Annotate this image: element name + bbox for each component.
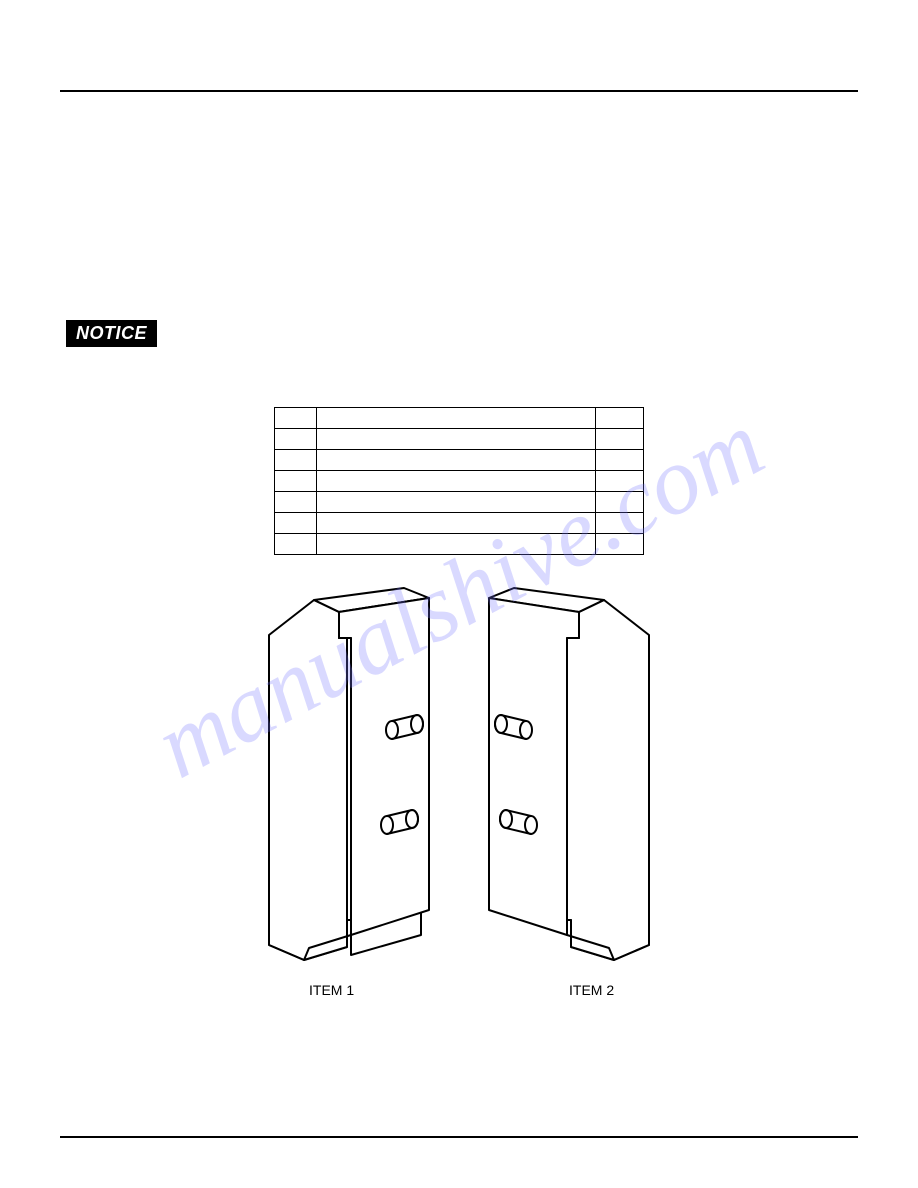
header-rule bbox=[60, 90, 858, 92]
table-row bbox=[275, 513, 644, 534]
figure: ITEM 1 ITEM 2 bbox=[60, 580, 858, 1020]
table-cell bbox=[275, 450, 317, 471]
table-cell bbox=[316, 492, 595, 513]
table-cell bbox=[596, 471, 644, 492]
table-row bbox=[275, 429, 644, 450]
table-cell bbox=[316, 450, 595, 471]
table-cell bbox=[596, 492, 644, 513]
table-cell bbox=[316, 513, 595, 534]
parts-table bbox=[274, 407, 644, 555]
footer-rule bbox=[60, 1136, 858, 1138]
panel-left bbox=[269, 588, 429, 960]
table-cell bbox=[275, 408, 317, 429]
table-cell bbox=[316, 429, 595, 450]
table-cell bbox=[275, 471, 317, 492]
table-cell bbox=[316, 471, 595, 492]
table-cell bbox=[275, 534, 317, 555]
item2-label: ITEM 2 bbox=[569, 982, 614, 998]
table-cell bbox=[275, 429, 317, 450]
panel-right bbox=[489, 588, 649, 960]
notice-label: NOTICE bbox=[76, 323, 147, 343]
item1-label: ITEM 1 bbox=[309, 982, 354, 998]
table-row bbox=[275, 450, 644, 471]
page: manualshive.com NOTICE bbox=[0, 0, 918, 1188]
table-cell bbox=[596, 429, 644, 450]
table-row bbox=[275, 408, 644, 429]
panels-svg: ITEM 1 ITEM 2 bbox=[189, 580, 729, 1020]
table-cell bbox=[316, 408, 595, 429]
parts-table-wrap bbox=[60, 407, 858, 555]
table-cell bbox=[275, 513, 317, 534]
table-cell bbox=[596, 450, 644, 471]
notice-badge: NOTICE bbox=[66, 320, 157, 347]
table-cell bbox=[596, 408, 644, 429]
table-cell bbox=[596, 513, 644, 534]
table-row bbox=[275, 471, 644, 492]
table-row bbox=[275, 534, 644, 555]
table-row bbox=[275, 492, 644, 513]
table-cell bbox=[596, 534, 644, 555]
table-cell bbox=[275, 492, 317, 513]
table-cell bbox=[316, 534, 595, 555]
